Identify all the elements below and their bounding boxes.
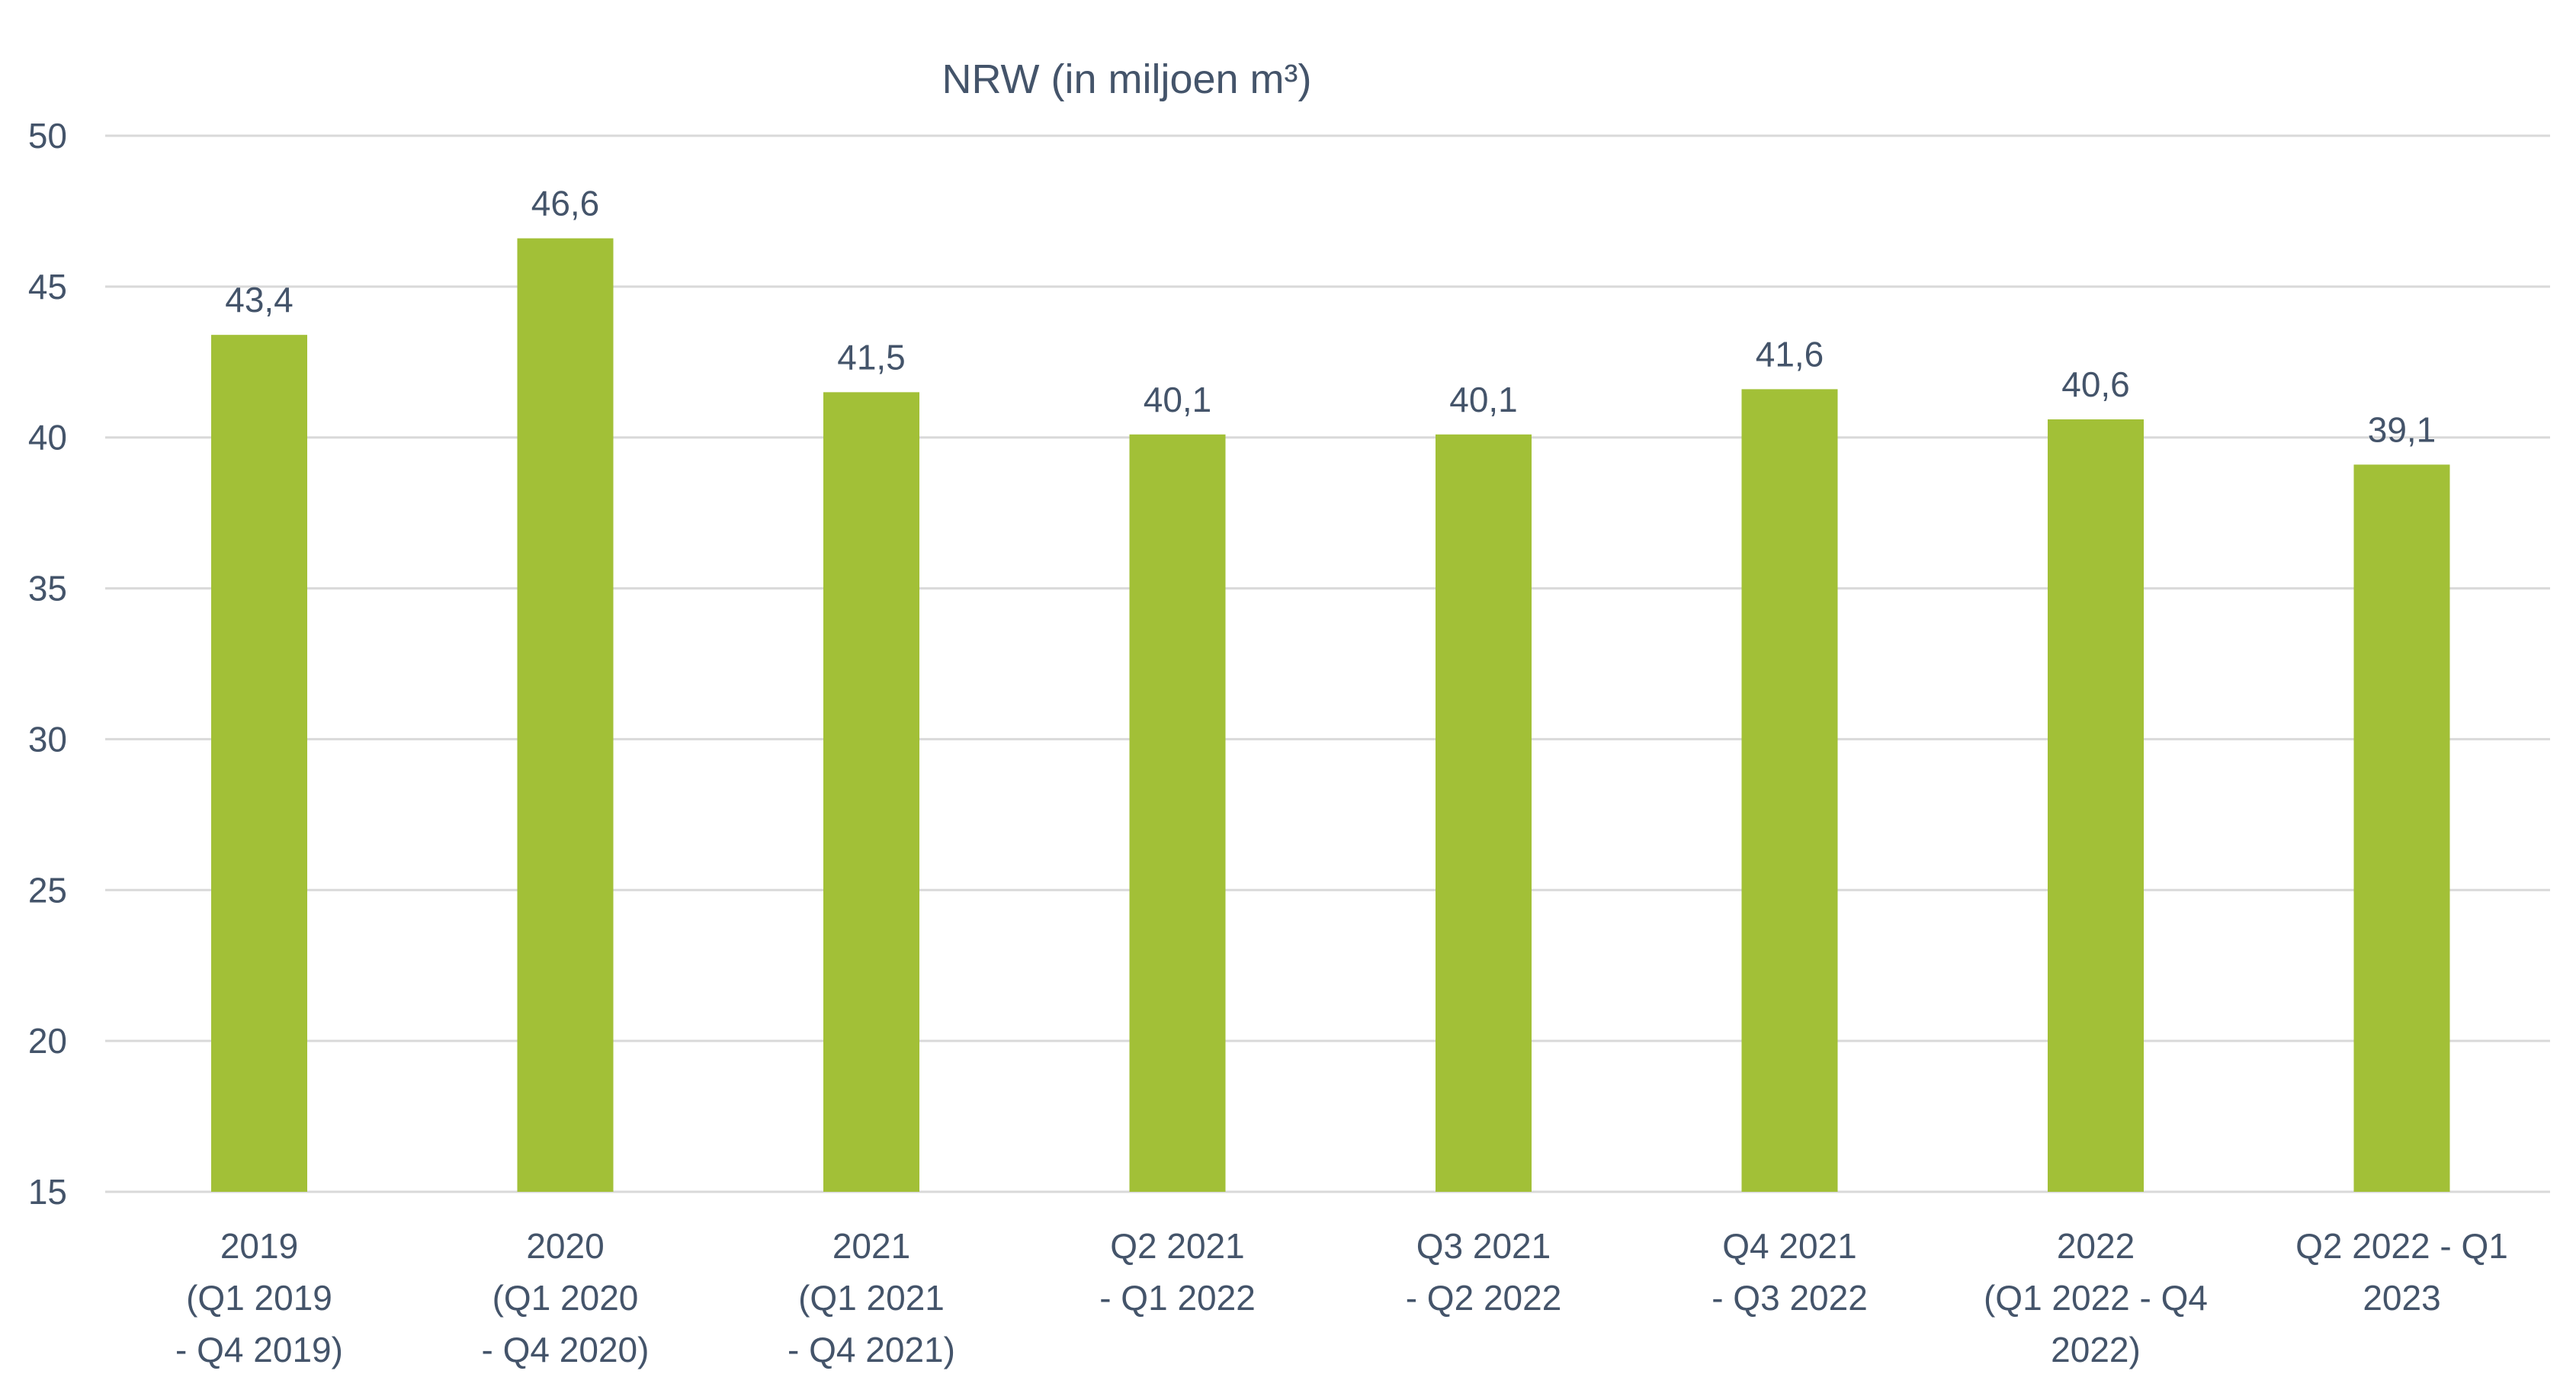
x-category-line: 2019 [220,1226,298,1266]
data-label: 40,1 [1449,380,1518,419]
x-axis-categories: 2019 (Q1 2019 - Q4 2019) 2020 (Q1 2020 - Q4 2… [175,1226,2508,1369]
x-category-label: 2022 (Q1 2022 - Q4 2022) [1984,1226,2208,1369]
bar-7 [2353,464,2450,1192]
y-tick-label: 45 [28,267,67,307]
x-category-line: 2022 [2057,1226,2135,1266]
x-category-line: - Q4 2019) [175,1330,343,1369]
y-tick-label: 35 [28,569,67,608]
y-tick-label: 30 [28,719,67,759]
y-tick-label: 15 [28,1172,67,1212]
x-category-line: (Q1 2021 [798,1278,945,1318]
x-category-label: Q3 2021 - Q2 2022 [1406,1226,1562,1318]
bar-0 [211,335,307,1193]
x-category-line: - Q4 2020) [482,1330,650,1369]
data-label: 41,5 [837,337,906,377]
x-category-line: 2023 [2363,1278,2440,1318]
x-category-line: Q3 2021 [1416,1226,1551,1266]
bar-2 [823,392,919,1192]
x-category-line: 2020 [526,1226,604,1266]
bar-5 [1741,389,1838,1192]
data-labels: 43,4 46,6 41,5 40,1 40,1 41,6 40,6 39,1 [225,184,2436,450]
x-category-line: 2021 [832,1226,910,1266]
x-category-line: Q2 2021 [1110,1226,1244,1266]
x-category-label: 2021 (Q1 2021 - Q4 2021) [788,1226,955,1369]
data-label: 41,6 [1756,334,1824,374]
data-label: 39,1 [2368,409,2436,449]
x-category-line: Q4 2021 [1722,1226,1856,1266]
x-category-label: Q4 2021 - Q3 2022 [1711,1226,1868,1318]
x-category-line: (Q1 2019 [186,1278,332,1318]
bars [211,238,2450,1193]
x-category-label: Q2 2021 - Q1 2022 [1099,1226,1256,1318]
y-tick-label: 50 [28,116,67,156]
bar-1 [517,238,614,1192]
x-category-label: Q2 2022 - Q1 2023 [2295,1226,2508,1318]
gridlines [105,134,2550,1193]
x-category-line: - Q3 2022 [1711,1278,1868,1318]
data-label: 40,1 [1144,380,1212,419]
y-tick-label: 20 [28,1021,67,1061]
x-category-line: (Q1 2020 [492,1278,639,1318]
x-category-line: (Q1 2022 - Q4 [1984,1278,2208,1318]
data-label: 40,6 [2061,364,2130,404]
x-category-label: 2020 (Q1 2020 - Q4 2020) [482,1226,650,1369]
bar-3 [1129,434,1226,1192]
x-category-line: - Q2 2022 [1406,1278,1562,1318]
x-category-label: 2019 (Q1 2019 - Q4 2019) [175,1226,343,1369]
y-axis-ticks: 50 45 40 35 30 25 20 15 [28,116,67,1212]
chart-title: NRW (in miljoen m³) [942,56,1311,102]
data-label: 46,6 [531,184,600,223]
bar-4 [1436,434,1532,1192]
x-category-line: - Q4 2021) [788,1330,955,1369]
x-category-line: 2022) [2051,1330,2141,1369]
y-tick-label: 40 [28,418,67,458]
y-tick-label: 25 [28,870,67,910]
x-category-line: - Q1 2022 [1099,1278,1256,1318]
bar-6 [2048,419,2144,1192]
data-label: 43,4 [225,280,294,319]
x-category-line: Q2 2022 - Q1 [2295,1226,2508,1266]
